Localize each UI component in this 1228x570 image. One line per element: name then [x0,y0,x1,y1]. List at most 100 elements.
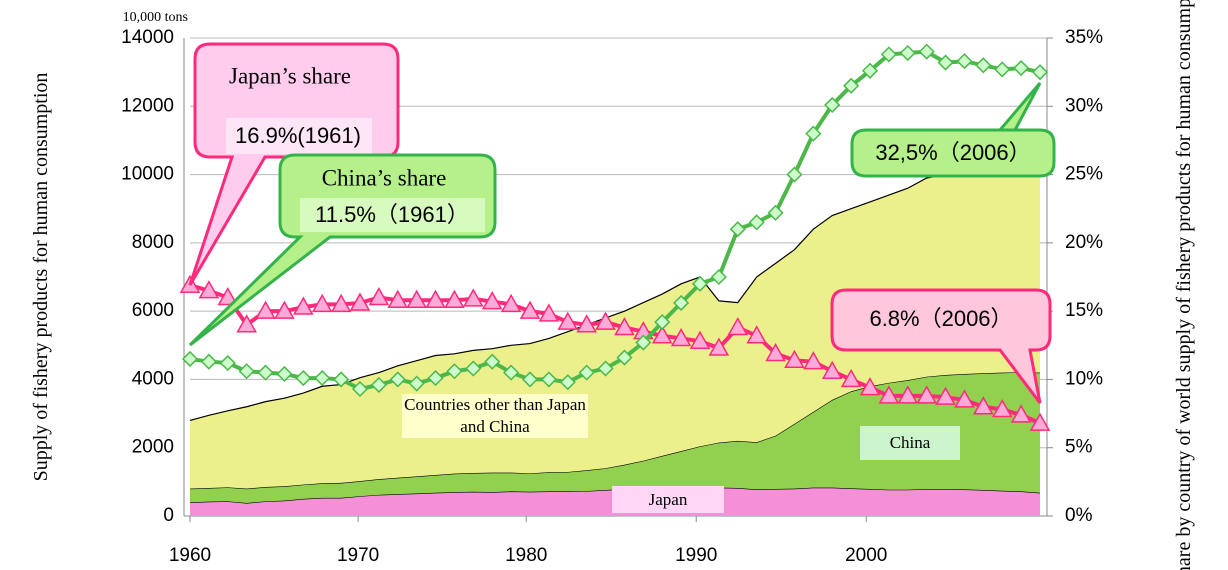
marker [991,398,1013,418]
y2-tick-label: 20% [1065,232,1103,253]
marker [803,351,824,370]
marker [840,368,862,388]
x-tick-label: 1980 [505,545,547,566]
y2-axis-title: Share by country of world supply of fish… [1173,0,1195,570]
marker [274,300,295,319]
marker [293,296,314,315]
marker [238,363,255,380]
marker [578,364,595,381]
marker [538,303,560,322]
marker [691,275,709,292]
marker [255,300,276,319]
y2-tick-label: 35% [1065,27,1103,48]
marker [935,386,956,405]
y2-tick-label: 0% [1065,505,1093,526]
marker [484,353,501,370]
marker [673,294,690,312]
marker [708,337,730,356]
marker [1031,64,1049,81]
y-tick-label: 12000 [121,95,174,116]
marker [389,371,406,388]
callout-value: 6.8%（2006） [869,306,1012,331]
marker [784,349,805,369]
y2-tick-label: 25% [1065,164,1103,185]
y-tick-label: 10000 [121,164,174,185]
y-tick-label: 14000 [121,27,174,48]
marker [670,327,692,347]
y2-tick-label: 30% [1065,95,1103,116]
marker [219,354,236,372]
area-edge [189,150,1041,421]
marker [861,62,879,79]
marker [1010,404,1032,423]
marker [1029,412,1051,431]
y-tick-label: 6000 [132,300,174,321]
area [190,372,1040,504]
marker [463,288,484,307]
marker [500,293,522,313]
marker [821,360,843,379]
marker [975,57,992,74]
y-tick-label: 4000 [132,368,174,389]
japan-callout [188,42,400,286]
marker [727,317,749,336]
marker [295,370,312,387]
marker [351,380,369,398]
marker [746,325,767,344]
marker [918,43,935,60]
callout-title: China’s share [322,165,447,190]
marker [257,364,274,381]
marker [519,300,541,319]
marker [368,286,390,306]
marker [595,311,616,330]
y-axis-title: Supply of fishery products for human con… [30,73,52,482]
x-tick-label: 1970 [337,545,379,566]
marker [689,330,711,349]
line [189,49,1041,392]
marker [954,389,975,408]
marker [427,370,444,387]
y2-tick-label: 15% [1065,300,1103,321]
callout-highlight [226,118,372,154]
area-label: Countries other than Japan and China [402,394,588,438]
marker [654,314,671,331]
y-axis-title-text: Supply of fishery products for human con… [30,73,52,482]
callout-value: 11.5%（1961） [315,202,469,227]
marker [729,221,746,238]
marker [1013,59,1030,77]
marker [311,293,333,313]
y-tick-label: 8000 [132,232,174,253]
marker [465,360,482,377]
marker [897,385,919,404]
marker [276,365,293,383]
marker [786,166,803,183]
marker [843,77,860,94]
marker [236,314,257,333]
marker [540,371,557,388]
marker [635,334,652,351]
marker [217,286,239,306]
marker [559,374,576,391]
marker [314,370,331,387]
unit-label: 10,000 tons [123,10,188,25]
marker [805,125,822,142]
y2-tick-label: 10% [1065,368,1103,389]
marker [767,204,784,221]
marker [880,46,897,63]
marker [973,396,994,415]
marker [198,280,220,299]
marker [765,342,786,362]
marker [899,44,916,62]
marker [824,96,841,113]
marker [710,268,727,286]
marker [330,293,352,313]
marker [557,311,579,330]
callout-value: 32,5%（2006） [875,140,1030,165]
y2-axis-title-text: Share by country of world supply of fish… [1173,0,1195,570]
y2-tick-label: 5% [1065,437,1093,458]
marker [503,364,520,381]
marker [349,292,371,311]
marker [576,314,597,333]
area-label: China [860,426,960,460]
